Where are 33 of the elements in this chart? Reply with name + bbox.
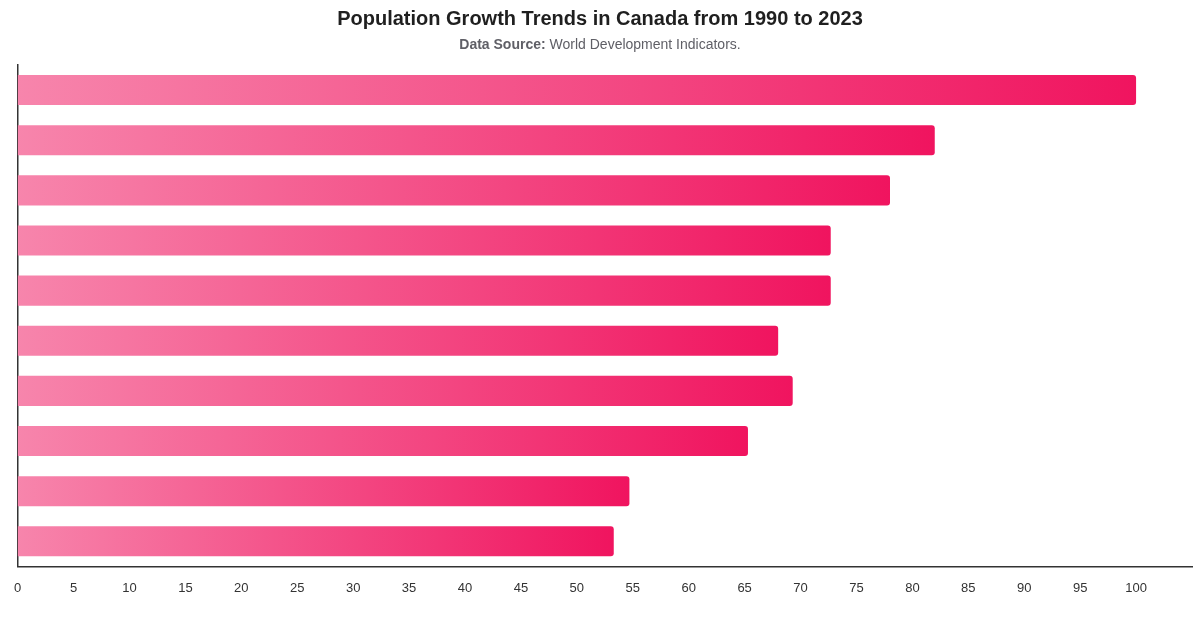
bar: [17, 325, 779, 356]
bar: [17, 476, 630, 507]
x-tick-label: 20: [234, 579, 249, 595]
x-tick-label: 30: [345, 579, 361, 595]
x-tick-label: 70: [793, 579, 808, 595]
x-tick-label: 55: [625, 579, 640, 595]
bar: [17, 75, 1137, 106]
x-tick-label: 75: [849, 579, 864, 595]
x-tick-label: 65: [737, 579, 752, 595]
x-tick-label: 50: [569, 579, 585, 595]
bar: [17, 225, 831, 256]
x-tick-label: 60: [681, 579, 696, 595]
chart-subtitle: Data Source: World Development Indicators.: [459, 36, 741, 52]
x-tick-label: 90: [1017, 579, 1032, 595]
x-tick-label: 40: [457, 579, 473, 595]
x-tick-label: 15: [178, 579, 193, 595]
bar: [17, 125, 935, 156]
x-tick-label: 100: [1125, 579, 1147, 595]
bar: [17, 275, 831, 306]
x-tick-label: 85: [961, 579, 976, 595]
x-tick-label: 10: [122, 579, 137, 595]
chart-title: Population Growth Trends in Canada from 1990 to 2023: [337, 6, 863, 30]
x-tick-label: 0: [14, 579, 22, 595]
bar: [17, 426, 748, 457]
x-tick-label: 5: [69, 579, 78, 595]
x-tick-label: 35: [401, 579, 417, 595]
x-tick-label: 95: [1072, 579, 1088, 595]
x-tick-label: 80: [905, 579, 920, 595]
bar: [17, 175, 891, 206]
bar: [17, 375, 793, 406]
bar: [17, 526, 614, 557]
x-tick-label: 25: [290, 579, 305, 595]
x-tick-label: 45: [513, 579, 529, 595]
